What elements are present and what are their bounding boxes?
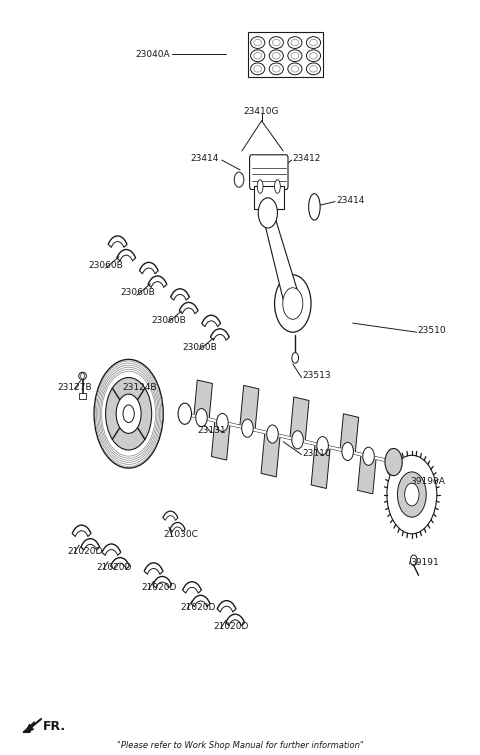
Polygon shape [23, 722, 35, 732]
Text: 21030C: 21030C [163, 530, 198, 539]
Circle shape [410, 555, 417, 565]
Circle shape [258, 198, 277, 228]
Circle shape [405, 483, 419, 506]
Text: 23060B: 23060B [182, 343, 217, 352]
Circle shape [397, 472, 426, 517]
Bar [254, 186, 284, 209]
Text: 21020D: 21020D [142, 583, 177, 592]
Polygon shape [311, 444, 330, 488]
Circle shape [385, 448, 402, 476]
Ellipse shape [79, 372, 86, 380]
Circle shape [387, 455, 437, 534]
Text: 23060B: 23060B [120, 288, 155, 297]
Circle shape [292, 353, 299, 363]
Text: 23510: 23510 [418, 326, 446, 335]
Circle shape [94, 359, 163, 468]
Text: 23414: 23414 [190, 154, 218, 163]
Circle shape [196, 408, 207, 427]
Text: 23127B: 23127B [58, 383, 92, 392]
Text: 23060B: 23060B [89, 261, 123, 270]
Text: 23110: 23110 [302, 448, 331, 458]
Circle shape [342, 442, 353, 461]
Ellipse shape [275, 180, 280, 193]
Circle shape [292, 431, 303, 449]
Circle shape [178, 403, 192, 424]
Ellipse shape [309, 194, 320, 220]
Circle shape [317, 436, 328, 455]
Text: 21020D: 21020D [67, 547, 103, 556]
Polygon shape [262, 213, 301, 304]
Circle shape [363, 447, 374, 465]
Polygon shape [261, 433, 280, 477]
Text: FR.: FR. [43, 720, 66, 733]
Polygon shape [194, 380, 213, 419]
Circle shape [106, 378, 152, 450]
Text: 39191: 39191 [410, 558, 439, 567]
Polygon shape [340, 414, 359, 453]
Circle shape [234, 172, 244, 187]
Text: 21020D: 21020D [180, 602, 216, 612]
Text: 21020D: 21020D [96, 563, 132, 572]
Text: 39190A: 39190A [410, 477, 445, 486]
Circle shape [283, 288, 303, 319]
Polygon shape [358, 455, 376, 494]
Text: 23410G: 23410G [244, 107, 279, 116]
Bar [79, 393, 86, 399]
Circle shape [216, 414, 228, 432]
Circle shape [123, 405, 134, 423]
Polygon shape [211, 421, 230, 460]
Text: 23060B: 23060B [151, 316, 186, 325]
Text: 23414: 23414 [336, 196, 364, 205]
Circle shape [81, 373, 84, 379]
Circle shape [275, 275, 311, 332]
Text: 21020D: 21020D [214, 622, 249, 631]
Text: "Please refer to Work Shop Manual for further information": "Please refer to Work Shop Manual for fu… [117, 741, 363, 750]
Circle shape [267, 425, 278, 443]
Text: 23040A: 23040A [136, 50, 170, 59]
FancyBboxPatch shape [250, 155, 288, 190]
Polygon shape [240, 385, 259, 430]
Text: 23412: 23412 [293, 154, 321, 163]
Text: 23513: 23513 [302, 371, 331, 381]
Bar [249, 32, 323, 77]
Circle shape [241, 419, 253, 437]
Text: 23124B: 23124B [122, 383, 157, 392]
Circle shape [116, 394, 141, 433]
Polygon shape [290, 397, 309, 442]
Text: 23131: 23131 [197, 426, 226, 435]
Ellipse shape [257, 180, 263, 193]
